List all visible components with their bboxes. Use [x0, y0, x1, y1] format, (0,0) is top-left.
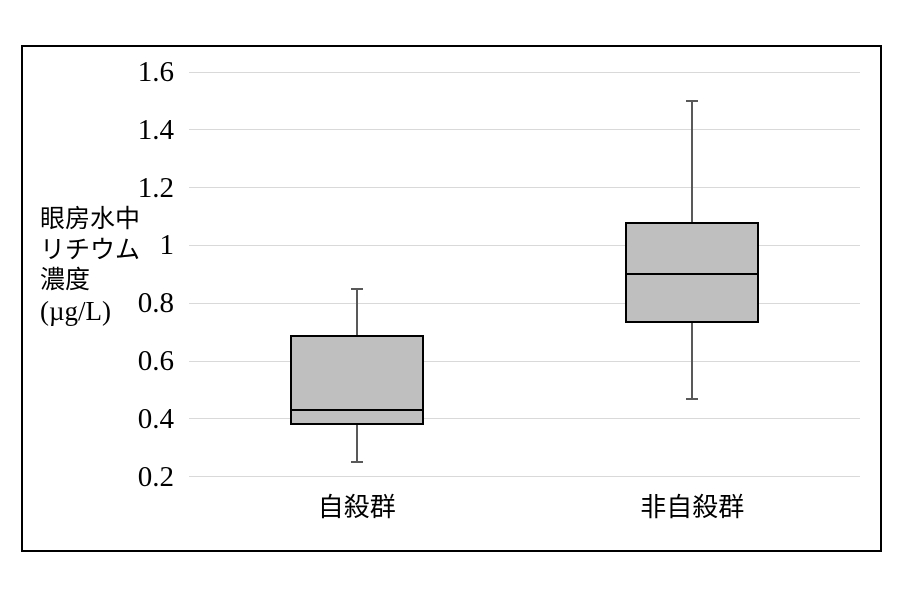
upper-whisker — [691, 100, 694, 223]
lower-whisker-cap — [686, 397, 699, 400]
y-axis-title-line: (µg/L) — [40, 295, 112, 326]
gridline — [189, 187, 860, 189]
upper-whisker-cap — [686, 99, 699, 102]
y-axis-tick-label: 1 — [159, 229, 175, 262]
upper-whisker-cap — [350, 287, 363, 290]
lower-whisker — [355, 424, 358, 463]
iqr-box — [625, 222, 760, 324]
y-axis-title-line: 濃度 — [40, 266, 91, 294]
gridline — [189, 360, 860, 362]
gridline — [189, 476, 860, 478]
gridline — [189, 129, 860, 131]
lower-whisker-cap — [350, 461, 363, 464]
iqr-box — [289, 334, 424, 425]
y-axis-tick-label: 0.6 — [137, 345, 174, 377]
median-line — [625, 273, 760, 276]
gridline — [189, 302, 860, 304]
lower-whisker — [691, 323, 694, 399]
y-axis-tick-label: 0.2 — [137, 460, 174, 493]
y-axis-tick-label: 1.2 — [137, 171, 174, 204]
y-axis-tick-label: 0.4 — [137, 402, 174, 435]
category-label: 非自殺群 — [640, 492, 745, 522]
gridline — [189, 71, 860, 73]
y-axis-tick-label: 1.4 — [137, 113, 174, 146]
y-axis-tick-label: 0.8 — [137, 287, 174, 320]
y-axis-title: 眼房水中 リチウム 濃度 (µg/L) — [40, 204, 190, 326]
category-label: 自殺群 — [317, 492, 396, 522]
y-axis-title-line: リチウム — [40, 235, 141, 264]
upper-whisker — [355, 288, 358, 335]
median-line — [289, 409, 424, 412]
gridline — [189, 418, 860, 420]
gridline — [189, 244, 860, 246]
y-axis-title-line: 眼房水中 — [40, 205, 141, 233]
y-axis-tick-label: 1.6 — [137, 56, 174, 88]
